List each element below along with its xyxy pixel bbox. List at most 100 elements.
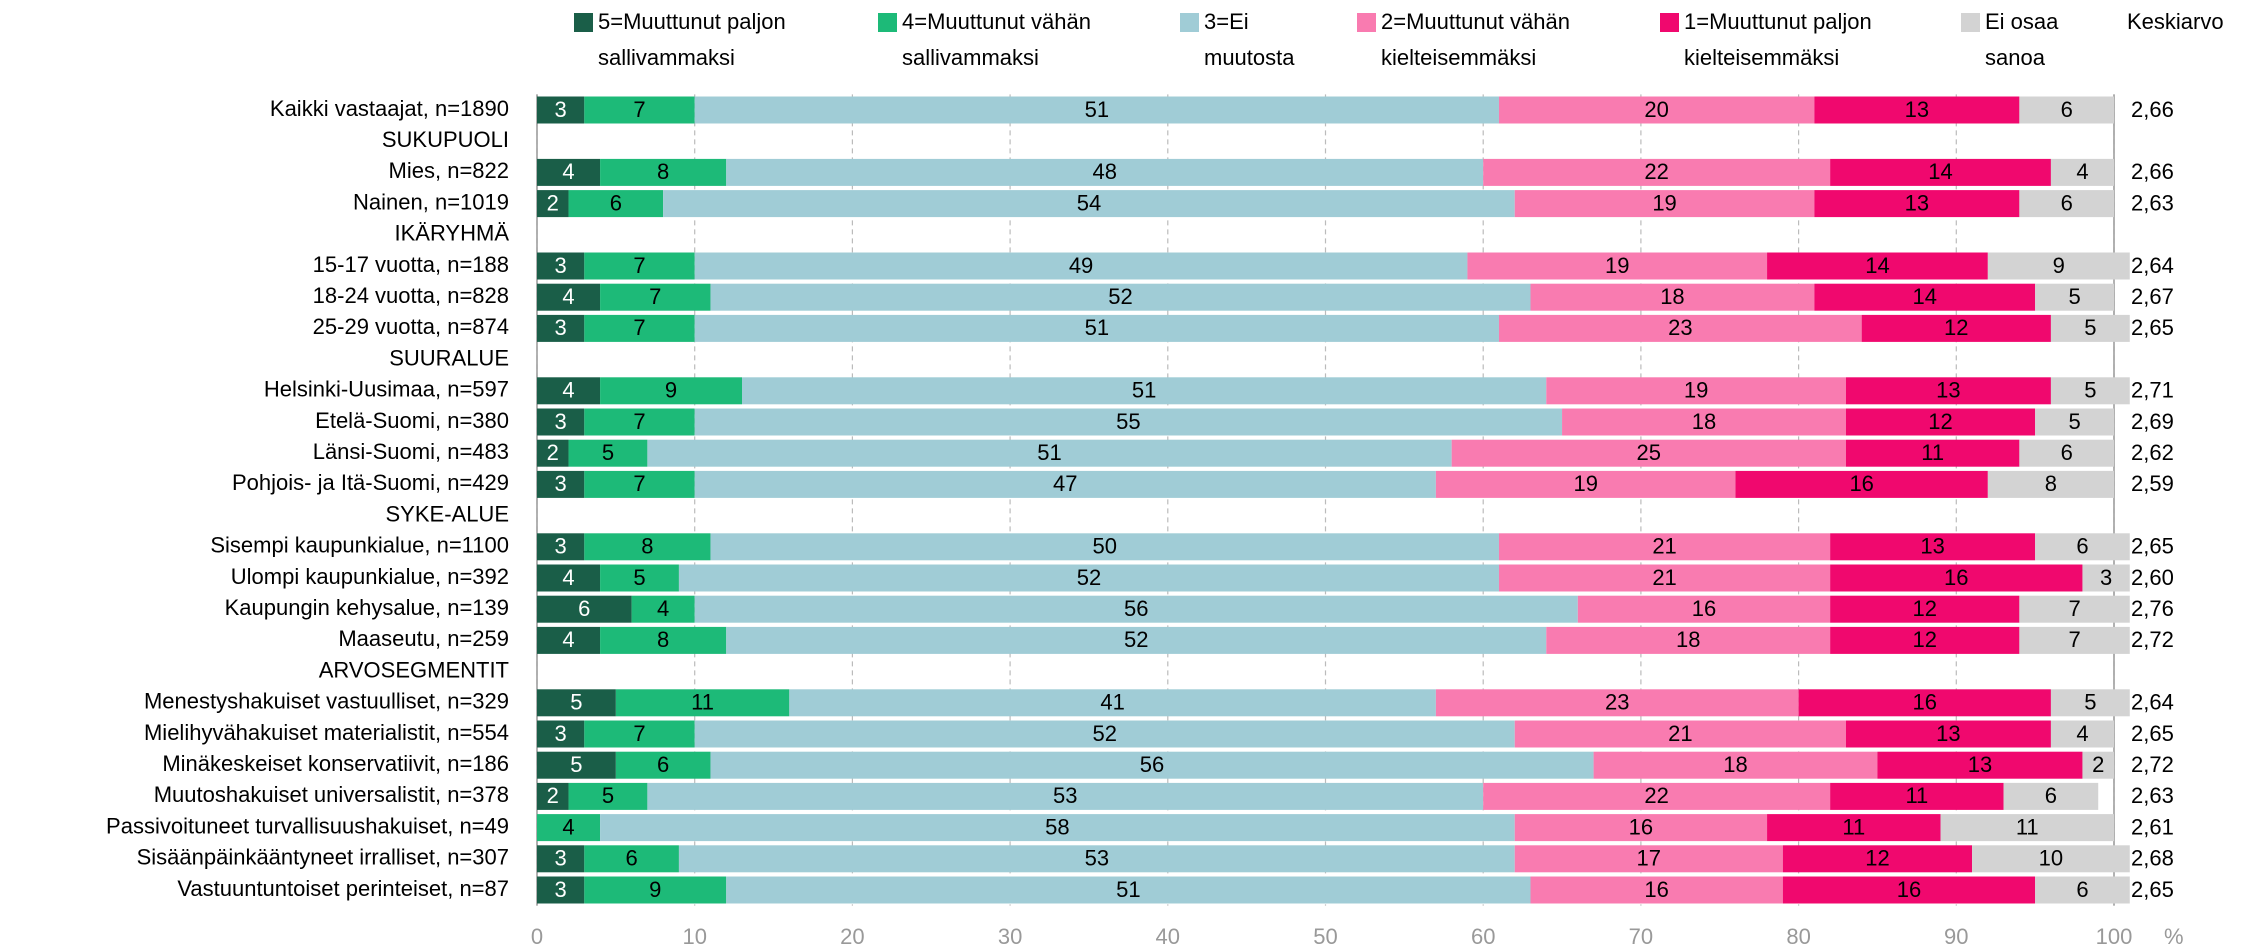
- data-label: 8: [641, 534, 653, 559]
- data-label: 41: [1100, 690, 1124, 715]
- bar-segment: [1877, 751, 2083, 779]
- data-label: 11: [691, 690, 714, 715]
- bar-segment: [537, 190, 569, 218]
- data-label: 5: [2068, 409, 2080, 434]
- bar-segment: [1735, 470, 1988, 498]
- data-label: 14: [1928, 159, 1952, 184]
- x-tick-label: 90: [1944, 924, 1968, 947]
- category-label: Helsinki-Uusimaa, n=597: [264, 377, 509, 402]
- data-label: 5: [2084, 690, 2096, 715]
- data-label: 16: [1692, 596, 1716, 621]
- data-label: 16: [1913, 690, 1937, 715]
- average-value: 2,63: [2131, 190, 2174, 215]
- category-label: Länsi-Suomi, n=483: [313, 439, 509, 464]
- legend-swatch: [1660, 13, 1679, 32]
- bar-segment: [647, 439, 1452, 467]
- bar-segment: [710, 283, 1531, 311]
- bar-segment: [2019, 96, 2114, 124]
- data-label: 6: [2076, 877, 2088, 902]
- bar-segment: [1987, 252, 2130, 280]
- data-label: 16: [1644, 877, 1668, 902]
- bar-segment: [584, 876, 727, 904]
- data-label: 2: [547, 190, 559, 215]
- bar-segment: [1514, 845, 1783, 873]
- category-label: Mies, n=822: [389, 158, 509, 183]
- bar-segment: [1972, 845, 2130, 873]
- data-label: 53: [1085, 846, 1109, 871]
- x-tick-label: 20: [840, 924, 864, 947]
- data-label: 58: [1045, 814, 1069, 839]
- average-header: Keskiarvo: [2127, 9, 2224, 34]
- legend-label: 5=Muuttunut paljon sallivammaksi: [598, 9, 786, 70]
- x-tick-label: 100: [2096, 924, 2133, 947]
- data-label: 6: [2061, 97, 2073, 122]
- data-label: 12: [1913, 627, 1937, 652]
- data-label: 51: [1085, 315, 1109, 340]
- category-label: Nainen, n=1019: [353, 189, 509, 214]
- data-label: 3: [2100, 565, 2112, 590]
- x-tick-label: 50: [1313, 924, 1337, 947]
- data-label: 13: [1968, 752, 1992, 777]
- bar-segment: [537, 814, 601, 842]
- bar-segment: [600, 283, 711, 311]
- category-label: Etelä-Suomi, n=380: [315, 408, 509, 433]
- data-label: 7: [633, 315, 645, 340]
- bar-segment: [568, 439, 648, 467]
- data-label: 7: [2068, 627, 2080, 652]
- category-label: IKÄRYHMÄ: [394, 221, 509, 246]
- bar-segment: [537, 751, 616, 779]
- category-label: Mielihyvähakuiset materialistit, n=554: [144, 720, 509, 745]
- data-label: 52: [1077, 565, 1101, 590]
- category-label: 25-29 vuotta, n=874: [313, 314, 509, 339]
- data-label: 13: [1905, 190, 1929, 215]
- data-label: 4: [562, 627, 574, 652]
- legend-label: 4=Muuttunut vähän sallivammaksi: [902, 9, 1091, 70]
- data-label: 56: [1124, 596, 1148, 621]
- bar-segment: [1830, 782, 2004, 810]
- category-label: SYKE-ALUE: [386, 501, 510, 526]
- data-label: 5: [2084, 315, 2096, 340]
- data-label: 6: [2045, 783, 2057, 808]
- data-label: 53: [1053, 783, 1077, 808]
- bar-segment: [537, 626, 601, 654]
- bar-segment: [2050, 314, 2130, 342]
- data-label: 7: [649, 284, 661, 309]
- data-label: 5: [602, 783, 614, 808]
- bar-segment: [1514, 814, 1768, 842]
- data-label: 12: [1944, 315, 1968, 340]
- legend-swatch: [574, 13, 593, 32]
- bar-segment: [615, 751, 711, 779]
- data-label: 5: [2084, 378, 2096, 403]
- data-label: 21: [1652, 534, 1676, 559]
- bar-segment: [694, 408, 1563, 436]
- bar-segment: [742, 377, 1547, 405]
- data-label: 3: [555, 409, 567, 434]
- average-value: 2,66: [2131, 97, 2174, 122]
- bar-segment: [2035, 283, 2114, 311]
- bar-segment: [584, 470, 695, 498]
- legend-label: 1=Muuttunut paljon kielteisemmäksi: [1684, 9, 1872, 70]
- bar-segment: [663, 190, 1515, 218]
- bar-segment: [1798, 689, 2051, 717]
- category-label: SUURALUE: [389, 345, 509, 370]
- data-label: 12: [1865, 846, 1889, 871]
- data-label: 5: [2068, 284, 2080, 309]
- bar-segment: [568, 190, 664, 218]
- bar-segment: [537, 158, 601, 186]
- bar-segment: [1767, 814, 1941, 842]
- data-label: 2: [2092, 752, 2104, 777]
- bar-segment: [2003, 782, 2099, 810]
- average-value: 2,62: [2131, 440, 2174, 465]
- data-label: 10: [2039, 846, 2063, 871]
- bar-segment: [1814, 96, 2020, 124]
- data-label: 18: [1660, 284, 1684, 309]
- data-label: 4: [562, 159, 574, 184]
- data-label: 13: [1936, 378, 1960, 403]
- data-label: 56: [1140, 752, 1164, 777]
- bar-segment: [1814, 190, 2020, 218]
- data-label: 3: [555, 253, 567, 278]
- data-label: 4: [562, 814, 574, 839]
- bar-segment: [1451, 439, 1846, 467]
